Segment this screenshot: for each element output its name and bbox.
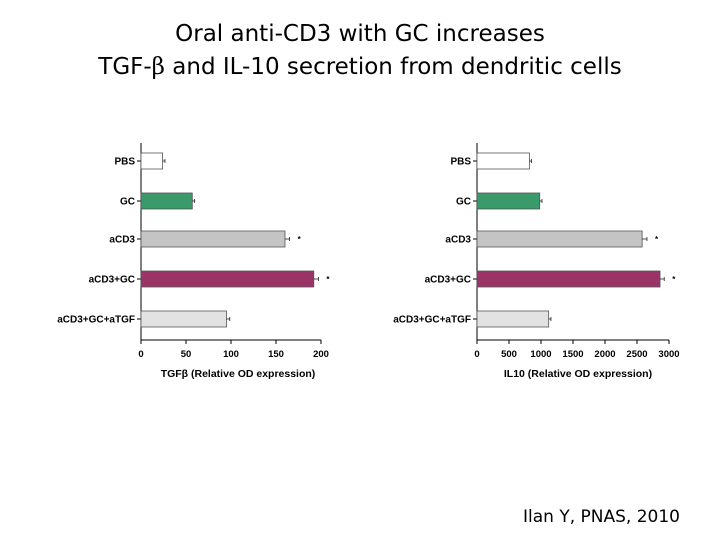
x-tick-label: 0 bbox=[138, 349, 143, 360]
bar bbox=[140, 270, 315, 288]
significance-marker: * bbox=[655, 235, 659, 244]
x-tick-label: 100 bbox=[223, 349, 239, 360]
x-axis-title: IL10 (Relative OD expression) bbox=[504, 368, 652, 380]
category-label: PBS bbox=[450, 157, 471, 168]
bar bbox=[476, 270, 661, 288]
title-rest: and IL-10 secretion from dendritic cells bbox=[164, 54, 622, 80]
x-axis-title: TGFβ (Relative OD expression) bbox=[161, 368, 316, 380]
category-label: GC bbox=[456, 197, 471, 208]
category-label: aCD3 bbox=[109, 235, 135, 246]
title-tgf-prefix: TGF- bbox=[98, 54, 152, 80]
category-label: GC bbox=[120, 197, 135, 208]
bar bbox=[140, 230, 286, 248]
bar bbox=[476, 192, 541, 210]
category-label: aCD3+GC+aTGF bbox=[57, 315, 135, 326]
x-tick-label: 50 bbox=[181, 349, 192, 360]
title-line-2: TGF-β and IL-10 secretion from dendritic… bbox=[0, 51, 720, 84]
bar bbox=[476, 310, 550, 328]
x-tick-label: 2000 bbox=[594, 349, 615, 360]
slide-title: Oral anti-CD3 with GC increases TGF-β an… bbox=[0, 18, 720, 84]
x-tick-label: 1000 bbox=[530, 349, 551, 360]
significance-marker: * bbox=[326, 275, 330, 284]
bar bbox=[140, 152, 164, 170]
title-beta-symbol: β bbox=[151, 54, 165, 80]
citation: Ilan Y, PNAS, 2010 bbox=[523, 507, 680, 527]
x-tick-label: 2500 bbox=[626, 349, 647, 360]
significance-marker: * bbox=[298, 235, 302, 244]
x-tick-label: 0 bbox=[474, 349, 479, 360]
category-label: aCD3+GC bbox=[89, 275, 135, 286]
significance-marker: * bbox=[672, 275, 676, 284]
bar bbox=[140, 192, 193, 210]
category-label: aCD3+GC bbox=[425, 275, 471, 286]
x-tick-label: 500 bbox=[501, 349, 517, 360]
x-tick-label: 1500 bbox=[562, 349, 583, 360]
chart-il10: 0 500 1000 1500 2000 2500 3000 PBS GC aCD3 * aCD3+G… bbox=[393, 143, 680, 380]
chart-tgf: 0 50 100 150 200 PBS GC aCD3 * aCD3+GC * aCD3+GC+aT… bbox=[57, 143, 330, 380]
category-label: aCD3 bbox=[445, 235, 471, 246]
category-label: aCD3+GC+aTGF bbox=[393, 315, 471, 326]
x-tick-label: 3000 bbox=[658, 349, 679, 360]
x-tick-label: 200 bbox=[313, 349, 329, 360]
bar bbox=[476, 230, 643, 248]
title-line-1: Oral anti-CD3 with GC increases bbox=[175, 21, 545, 47]
x-tick-label: 150 bbox=[268, 349, 284, 360]
category-label: PBS bbox=[114, 157, 135, 168]
bar bbox=[140, 310, 227, 328]
bar bbox=[476, 152, 530, 170]
